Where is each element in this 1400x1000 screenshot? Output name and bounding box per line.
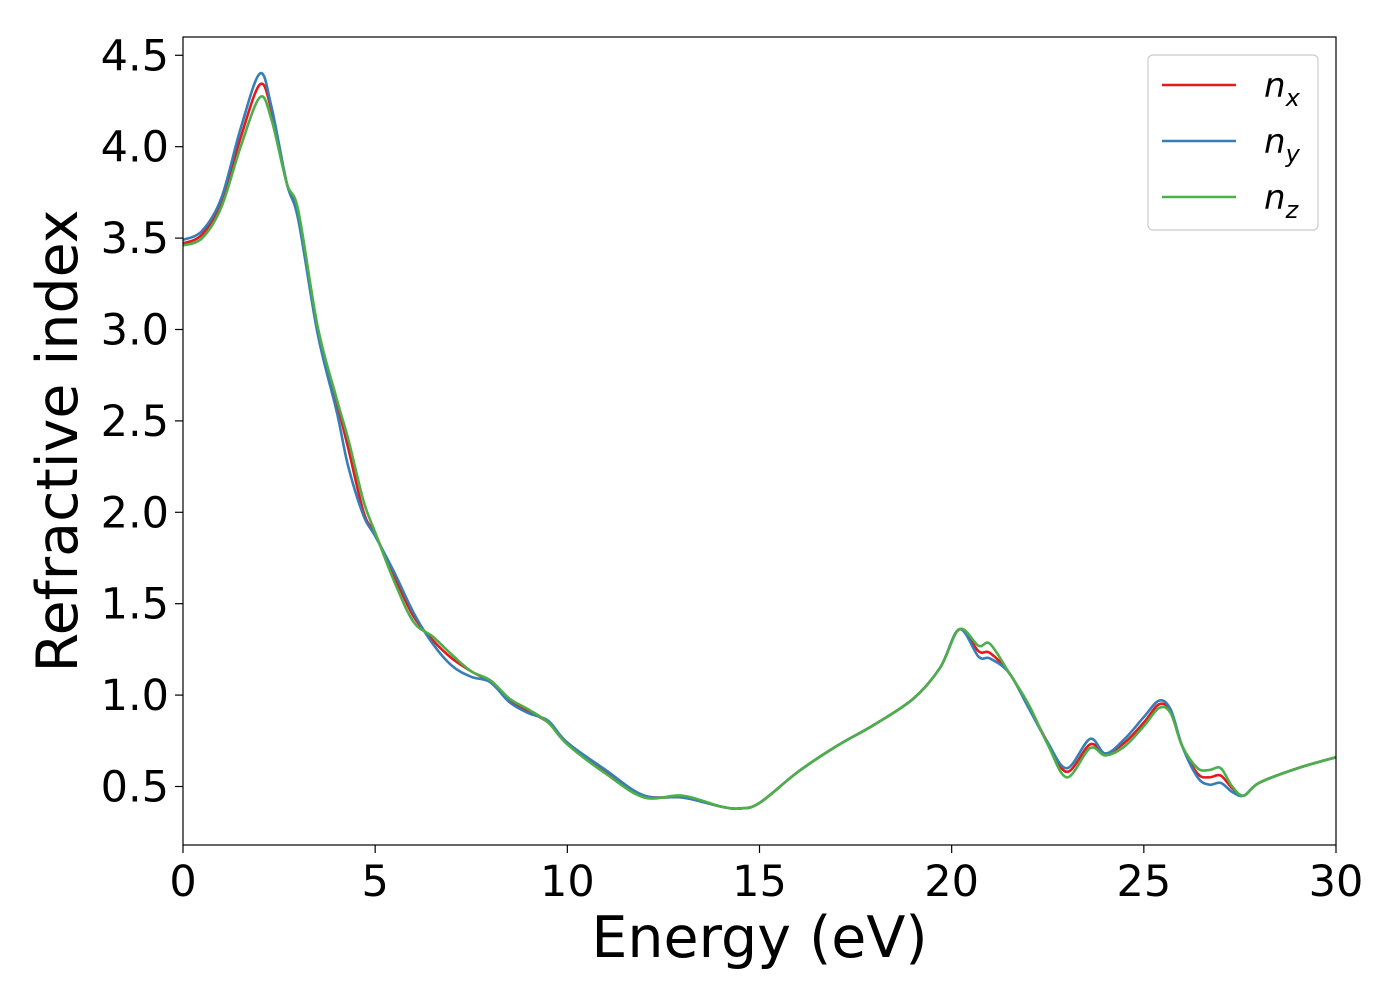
x-tick-label: 15 (732, 857, 787, 907)
x-tick-label: 0 (169, 857, 196, 907)
x-tick-label: 10 (540, 857, 595, 907)
y-tick-label: 4.5 (101, 31, 169, 81)
legend-label-sub: z (1285, 196, 1300, 224)
legend-label-sub: x (1285, 84, 1301, 112)
legend-label-n-z: nz (1264, 178, 1300, 224)
y-tick-label: 1.5 (101, 580, 169, 630)
legend-label-main: n (1264, 122, 1286, 162)
legend-label-n-y: ny (1264, 122, 1301, 168)
y-tick-label: 0.5 (101, 763, 169, 813)
x-tick-label: 25 (1116, 857, 1171, 907)
plot-frame (182, 36, 1337, 846)
legend-box (1147, 54, 1319, 231)
legend-label-main: n (1264, 66, 1286, 106)
y-tick-label: 3.0 (101, 305, 169, 355)
series-lines (183, 71, 1336, 811)
x-tick-label: 20 (924, 857, 979, 907)
x-tick-label: 30 (1309, 857, 1364, 907)
series-line-n-z (183, 95, 1336, 811)
y-tick-label: 4.0 (101, 123, 169, 173)
axis-ticks: 0 5 10 15 20 25 30 0.5 1.0 1.5 2.0 2.5 3.0 3.5 4.0 4.5 (101, 31, 1364, 907)
x-axis-label: Energy (eV) (591, 905, 927, 971)
y-axis-label: Refractive index (25, 210, 91, 673)
x-tick-label: 5 (361, 857, 388, 907)
legend-label-n-x: nx (1264, 66, 1301, 112)
legend-label-main: n (1264, 178, 1286, 218)
y-tick-label: 2.5 (101, 397, 169, 447)
y-tick-label: 2.0 (101, 488, 169, 538)
y-tick-label: 3.5 (101, 214, 169, 264)
y-tick-label: 1.0 (101, 671, 169, 721)
legend-label-sub: y (1285, 140, 1301, 168)
